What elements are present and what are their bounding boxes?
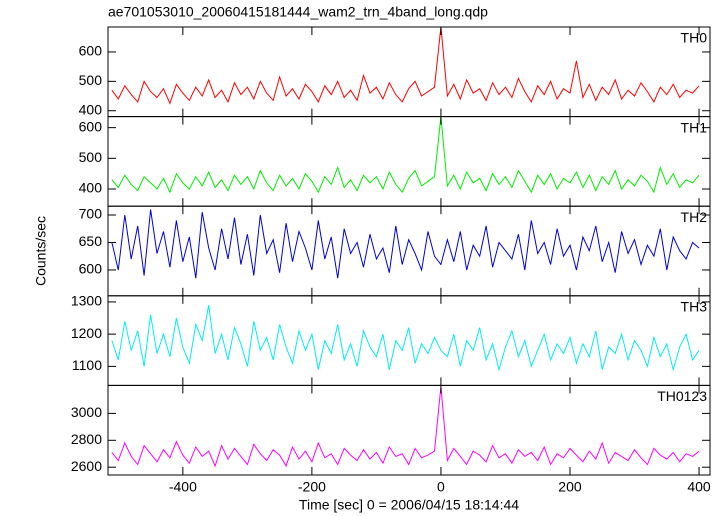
x-tick-label: 400 — [687, 479, 711, 495]
y-tick-label: 1200 — [71, 325, 102, 341]
panel-label: TH0 — [681, 30, 708, 46]
y-tick-label: 650 — [79, 233, 103, 249]
y-tick-label: 600 — [79, 261, 103, 277]
data-line — [111, 116, 700, 194]
panel-label: TH0123 — [657, 388, 707, 404]
x-tick-label: 200 — [558, 479, 582, 495]
y-tick-label: 2800 — [71, 431, 102, 447]
data-line — [111, 386, 700, 468]
panel-frame — [107, 26, 711, 118]
data-line — [111, 209, 700, 279]
chart-title: ae701053010_20060415181444_wam2_trn_4ban… — [108, 4, 488, 20]
y-tick-label: 500 — [79, 149, 103, 165]
y-tick-label: 1300 — [71, 293, 102, 309]
y-tick-label: 600 — [79, 43, 103, 59]
y-tick-label: 700 — [79, 206, 103, 222]
x-tick-label: -400 — [169, 479, 197, 495]
panel-label: TH2 — [681, 209, 708, 225]
y-tick-label: 600 — [79, 118, 103, 134]
y-tick-label: 400 — [79, 101, 103, 117]
x-axis-label: Time [sec] 0 = 2006/04/15 18:14:44 — [299, 497, 519, 513]
x-tick-label: 0 — [437, 479, 445, 495]
y-axis-label: Counts/sec — [33, 216, 49, 286]
panel-frame — [107, 384, 711, 476]
y-tick-label: 3000 — [71, 404, 102, 420]
y-tick-label: 1100 — [72, 357, 102, 373]
panel-frame — [107, 116, 711, 207]
data-line — [111, 27, 700, 105]
data-line — [111, 305, 700, 372]
y-tick-label: 2600 — [71, 458, 102, 474]
y-tick-label: 500 — [79, 72, 103, 88]
y-tick-label: 400 — [79, 180, 103, 196]
panel-label: TH1 — [681, 119, 708, 135]
x-tick-label: -200 — [298, 479, 326, 495]
panel-label: TH3 — [681, 299, 708, 315]
